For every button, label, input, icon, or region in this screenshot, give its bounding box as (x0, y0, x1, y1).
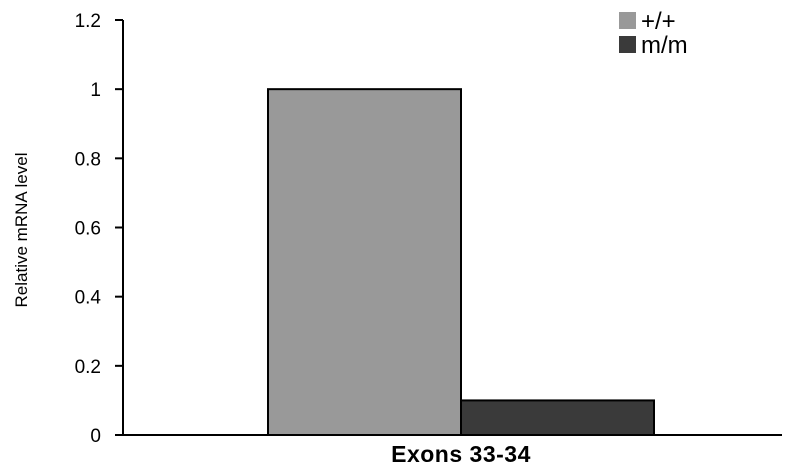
x-category-label: Exons 33-34 (391, 441, 531, 466)
y-tick-label: 1 (90, 80, 101, 101)
y-tick-label: 0 (90, 426, 101, 447)
y-tick-label: 0.8 (75, 149, 101, 170)
y-axis: 0 0.2 0.4 0.6 0.8 1 1.2 Relative mRNA level (12, 11, 124, 447)
bar-m-m (460, 399, 655, 436)
y-tick-label: 0.4 (75, 288, 102, 309)
bar-series-0 (267, 88, 462, 437)
y-tick-label: 1.2 (75, 11, 101, 32)
legend-swatch (619, 36, 636, 53)
y-axis-title: Relative mRNA level (12, 153, 31, 308)
legend-swatch (619, 12, 636, 29)
legend-label: m/m (641, 32, 688, 59)
x-axis: Exons 33-34 (123, 434, 782, 467)
legend-label: +/+ (641, 8, 676, 35)
legend: +/+m/m (619, 8, 688, 59)
y-tick-label: 0.6 (75, 219, 101, 240)
y-tick-label: 0.2 (75, 357, 101, 378)
bars (267, 88, 655, 437)
